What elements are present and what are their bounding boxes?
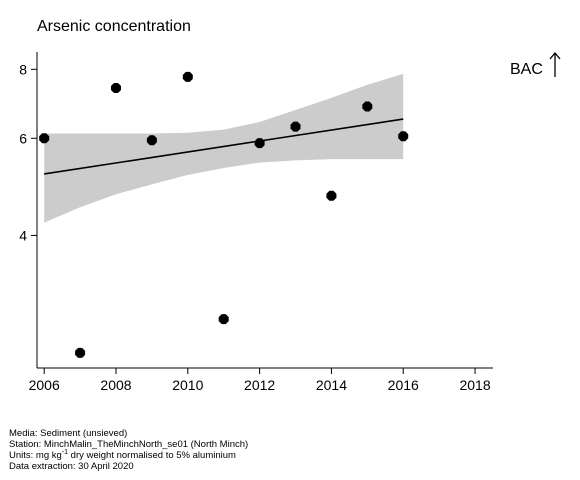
units-superscript: -1 [61, 448, 69, 456]
x-tick-label: 2018 [459, 377, 490, 393]
data-point [182, 71, 193, 82]
confidence-band [44, 73, 404, 223]
x-tick-label: 2016 [388, 377, 419, 393]
bac-label: BAC [510, 61, 543, 78]
x-tick-label: 2008 [100, 377, 131, 393]
units-line: Units: mg kg-1 dry weight normalised to … [9, 448, 248, 461]
data-point [146, 135, 157, 146]
y-tick-label: 6 [19, 130, 27, 146]
footer-info: Media: Sediment (unsieved) Station: Minc… [9, 428, 248, 472]
up-arrow-icon [549, 51, 561, 77]
data-point [110, 83, 121, 94]
data-point [75, 347, 86, 358]
data-point [254, 138, 265, 149]
y-tick-label: 8 [19, 61, 27, 77]
data-point [218, 314, 229, 325]
units-suffix: dry weight normalised to 5% aluminium [68, 450, 236, 461]
bac-label-group: BAC [510, 50, 562, 79]
x-tick-label: 2014 [316, 377, 347, 393]
x-tick-label: 2006 [29, 377, 60, 393]
chart-title: Arsenic concentration [37, 18, 191, 35]
data-point [398, 131, 409, 142]
units-prefix: Units: mg kg [9, 450, 62, 461]
x-tick-label: 2010 [172, 377, 203, 393]
station-line: Station: MinchMalin_TheMinchNorth_se01 (… [9, 439, 249, 450]
y-tick-label: 4 [19, 227, 27, 243]
trend-line [44, 118, 404, 175]
data-point [326, 190, 337, 201]
data-point [362, 101, 373, 112]
extraction-line: Data extraction: 30 April 2020 [9, 461, 134, 472]
data-point [290, 121, 301, 132]
data-point [39, 133, 50, 144]
x-tick-label: 2012 [244, 377, 275, 393]
media-line: Media: Sediment (unsieved) [9, 428, 128, 439]
